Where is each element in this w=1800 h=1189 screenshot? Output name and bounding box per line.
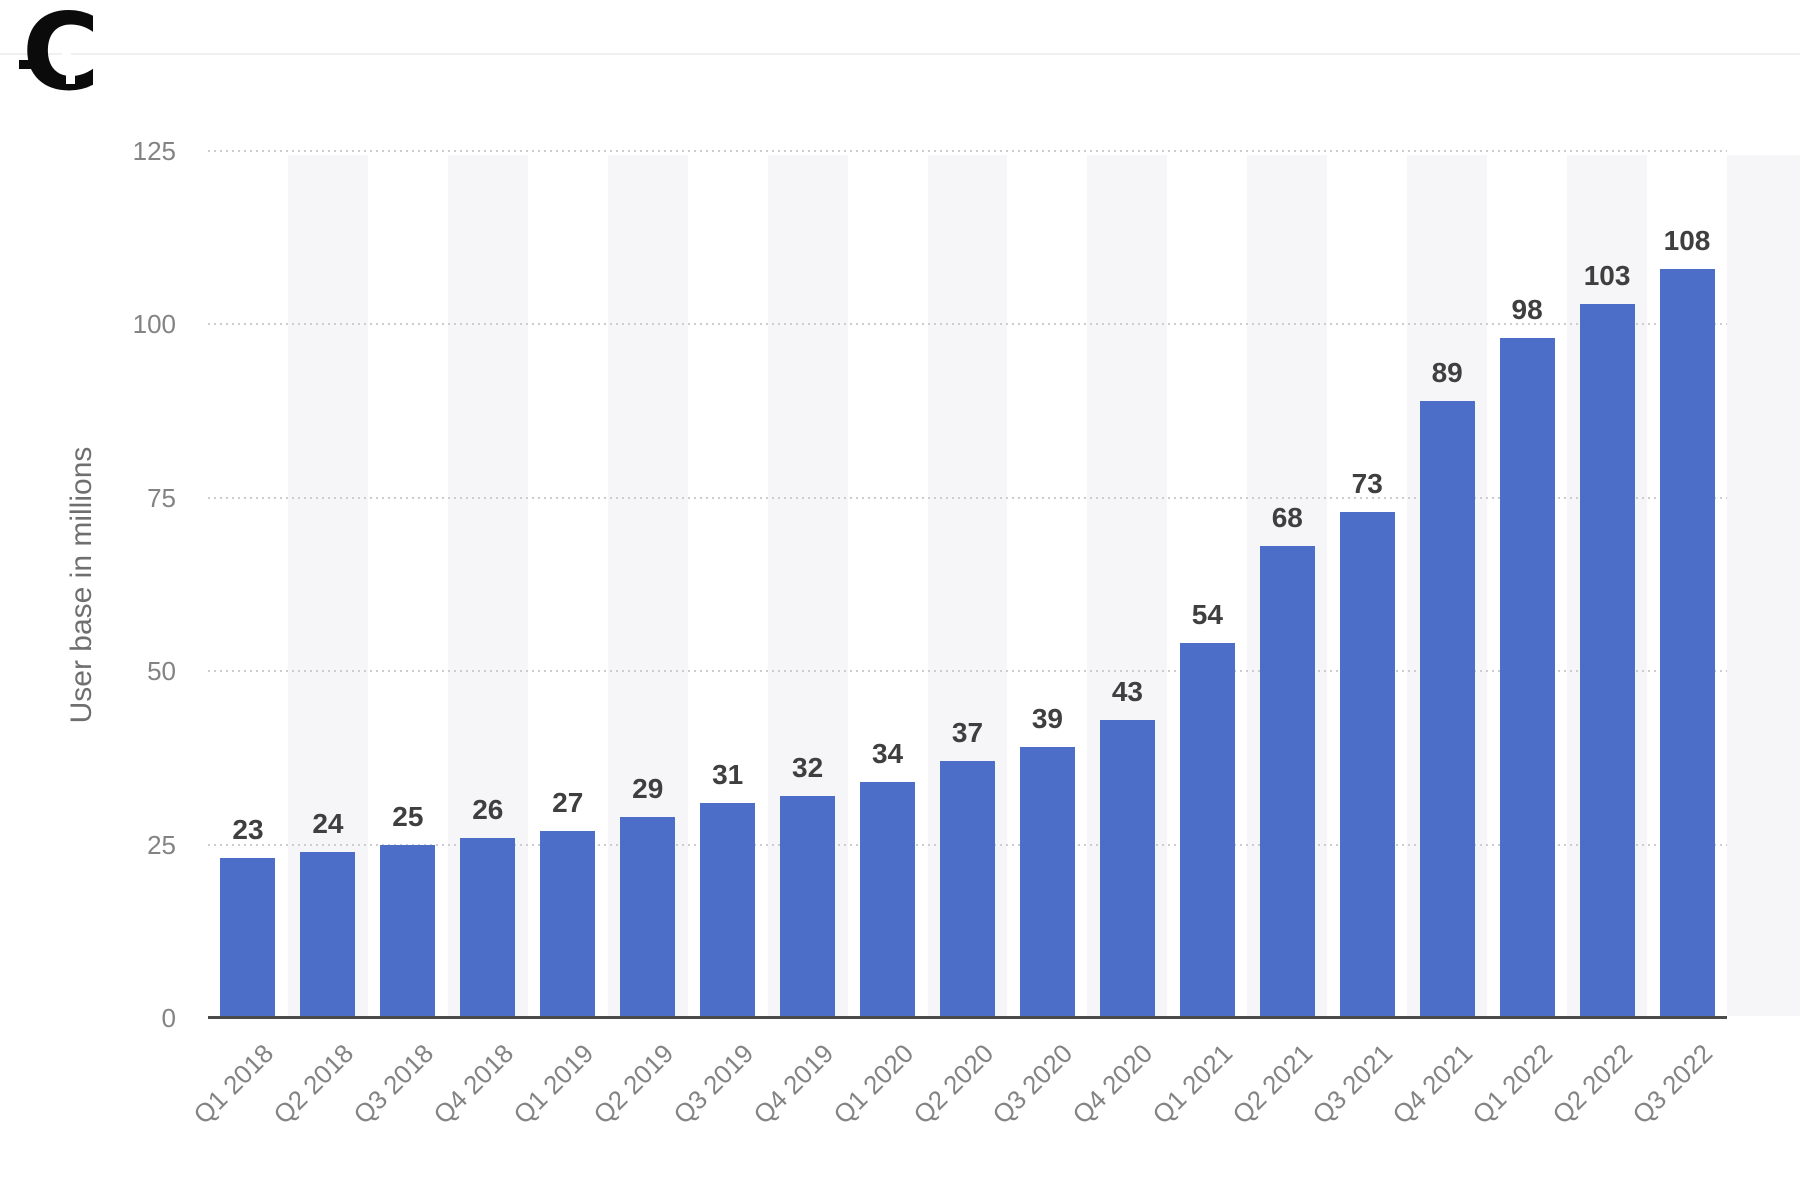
bar-value-label: 26 [472,793,504,825]
x-axis-line [208,1016,1727,1019]
y-tick-label: 50 [147,656,176,687]
logo-notch [62,48,71,57]
y-tick-label: 75 [147,482,176,513]
gridline [208,670,1727,673]
bar-q3-2020[interactable] [1019,747,1075,1016]
gridline [208,323,1727,326]
bar-value-label: 39 [1031,703,1064,735]
gridline [208,496,1727,499]
bar-q3-2019[interactable] [700,802,756,1016]
bar-value-label: 37 [951,717,984,749]
bar-value-label: 27 [552,786,584,818]
bar-q4-2018[interactable] [460,837,516,1016]
bar-q1-2020[interactable] [860,782,916,1016]
bar-q2-2020[interactable] [940,761,995,1016]
bar-value-label: 25 [392,800,424,832]
bar-q4-2020[interactable] [1099,719,1155,1016]
bar-q3-2022[interactable] [1659,268,1715,1016]
bar-q2-2021[interactable] [1259,546,1315,1016]
x-tick-label: Q1 2018 [187,1038,280,1130]
bar-value-label: 43 [1111,675,1143,707]
y-axis-title: User base in millions [65,446,98,724]
bar-q2-2018[interactable] [300,851,356,1016]
bar-value-label: 73 [1351,467,1383,499]
bar-value-label: 23 [232,814,264,846]
bar-q4-2019[interactable] [780,796,836,1016]
bar-value-label: 31 [712,758,744,790]
bar-value-label: 54 [1191,599,1223,631]
bar-q4-2021[interactable] [1419,400,1475,1016]
bar-q3-2021[interactable] [1339,511,1395,1016]
bar-q3-2018[interactable] [380,844,436,1016]
y-tick-label: 100 [132,309,176,340]
bar-value-label: 34 [871,738,904,770]
y-tick-label: 125 [132,136,176,166]
bar-value-label: 89 [1431,356,1463,388]
bar-value-label: 103 [1583,259,1631,291]
logo-nub [19,60,31,69]
logo-notch [66,75,75,84]
bar-q1-2021[interactable] [1179,643,1235,1016]
bar-q2-2019[interactable] [620,816,676,1016]
header-divider-line [0,53,1800,55]
bar-value-label: 29 [632,772,664,804]
bar-value-label: 68 [1271,502,1303,534]
bar-value-label: 108 [1663,224,1711,256]
column-background-band [1727,155,1800,1016]
logo-notch [90,87,99,96]
bar-value-label: 24 [312,807,344,839]
bar-value-label: 32 [792,752,824,784]
bar-q1-2019[interactable] [540,830,596,1016]
y-tick-label: 25 [147,829,176,860]
logo-c-watermark: C [19,0,122,114]
bar-q1-2022[interactable] [1499,338,1555,1016]
logo-c-glyph: C [22,0,100,114]
y-tick-label: 0 [161,1003,176,1033]
bar-value-label: 98 [1511,294,1543,326]
bar-q2-2022[interactable] [1579,303,1635,1016]
bar-q1-2018[interactable] [220,858,276,1016]
gridline [208,150,1727,152]
